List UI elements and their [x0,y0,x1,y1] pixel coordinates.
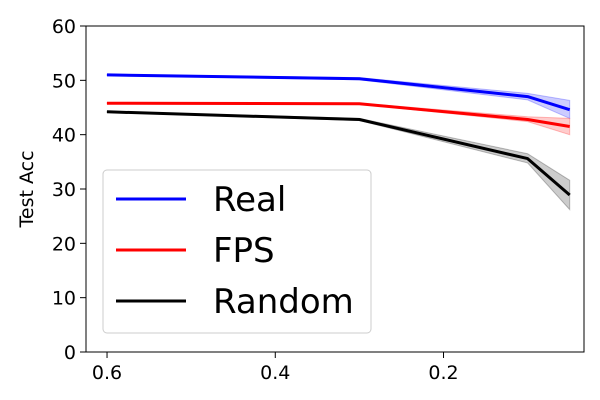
y-tick-label: 50 [52,70,76,92]
line-real [106,73,571,112]
legend-items: Real FPS Random [116,180,354,322]
y-tick-label: 20 [52,233,76,255]
y-tick-label: 10 [52,288,76,310]
y-tick-label: 40 [52,125,76,147]
y-axis: 0 10 20 30 40 50 60 [52,16,86,364]
x-axis: 0.6 0.4 0.2 [92,352,459,384]
y-tick-label: 0 [64,342,76,364]
legend: Real FPS Random [102,169,372,334]
line-random [106,110,571,197]
x-tick-label: 0.6 [92,362,122,384]
series-lines [106,73,571,197]
y-tick-label: 30 [52,179,76,201]
legend-label-random: Random [213,282,354,322]
y-axis-title: Test Acc [16,150,38,228]
band-real [106,73,571,120]
x-tick-label: 0.2 [428,362,458,384]
legend-box [102,169,372,334]
y-tick-label: 60 [52,16,76,38]
line-fps [106,101,570,128]
x-tick-label: 0.4 [260,362,290,384]
legend-label-fps: FPS [213,231,275,271]
legend-label-real: Real [213,180,286,220]
